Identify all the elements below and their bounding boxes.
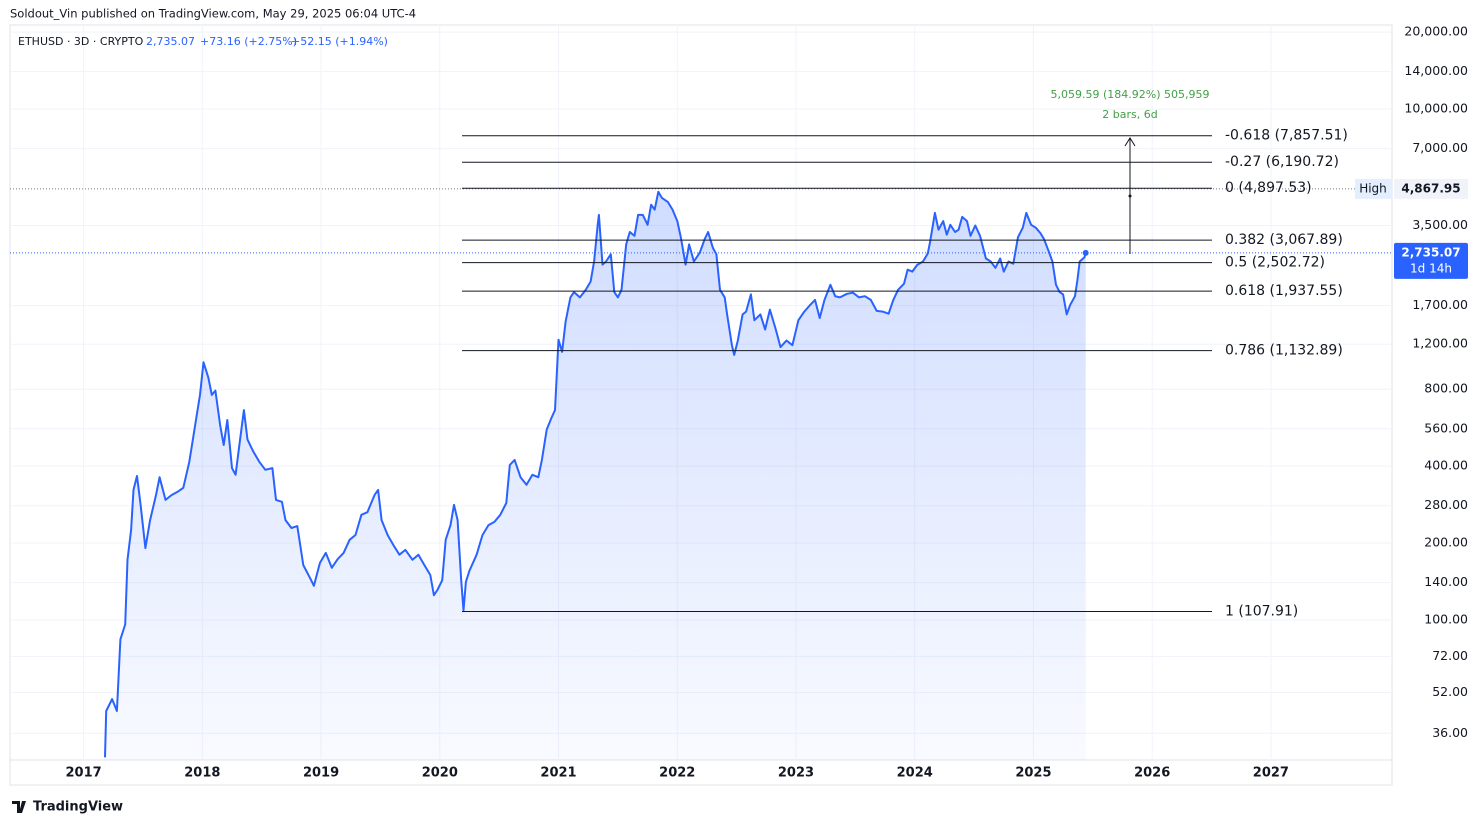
x-tick-label: 2023: [778, 766, 814, 781]
y-tick-label: 3,500.00: [1412, 217, 1468, 232]
x-tick-label: 2020: [422, 766, 458, 781]
measure-dot: [1128, 194, 1132, 198]
logo: [12, 801, 26, 813]
change: +73.16 (+2.75%): [200, 35, 297, 48]
y-tick-label: 200.00: [1424, 535, 1468, 550]
publisher: Soldout_Vin published on TradingView.com…: [10, 7, 416, 21]
x-tick-label: 2018: [184, 766, 220, 781]
price-line: [104, 190, 1087, 758]
y-tick-label: 52.00: [1432, 684, 1468, 699]
x-tick-label: 2021: [540, 766, 576, 781]
x-tick-label: 2019: [303, 766, 339, 781]
brand: TradingView: [33, 800, 123, 815]
high-tag: High: [1359, 181, 1387, 195]
x-tick-label: 2022: [659, 766, 695, 781]
area: [105, 191, 1086, 760]
y-tick-label: 400.00: [1424, 458, 1468, 473]
x-tick-label: 2024: [897, 766, 933, 781]
high-value-bg: [1394, 178, 1468, 199]
fib-label: 0.618 (1,937.55): [1225, 283, 1343, 299]
price: 2,735.07: [146, 35, 195, 48]
fib-label: 0.382 (3,067.89): [1225, 232, 1343, 248]
fib-label: -0.27 (6,190.72): [1225, 154, 1339, 170]
x-tick-label: 2025: [1015, 766, 1051, 781]
plot: [10, 188, 1392, 760]
y-tick-label: 280.00: [1424, 497, 1468, 512]
y-tick-label: 20,000.00: [1404, 24, 1468, 39]
x-tick-label: 2027: [1253, 766, 1289, 781]
high-tag-bg: [1355, 178, 1392, 199]
fib-label: 1 (107.91): [1225, 603, 1298, 619]
change2: +52.15 (+1.94%): [291, 35, 388, 48]
y-tick-label: 560.00: [1424, 420, 1468, 435]
pane-border: [9, 24, 1393, 786]
y-tick-label: 1,200.00: [1412, 336, 1468, 351]
measure-text: 5,059.59 (184.92%) 505,959: [1051, 88, 1210, 101]
last-dot: [1082, 249, 1089, 256]
measure-text2: 2 bars, 6d: [1102, 108, 1157, 121]
countdown: 1d 14h: [1410, 261, 1452, 275]
x-tick-label: 2026: [1134, 766, 1170, 781]
axes: 36.00 52.00 72.00 100.00 140.00 200.00 280.00 4…: [66, 24, 1469, 781]
y-tick-label: 100.00: [1424, 611, 1468, 626]
y-tick-label: 72.00: [1432, 648, 1468, 663]
y-tick-label: 14,000.00: [1404, 63, 1468, 78]
symbol: ETHUSD · 3D · CRYPTO: [18, 35, 144, 48]
fib-label: 0.786 (1,132.89): [1225, 343, 1343, 359]
fib-label: 0 (4,897.53): [1225, 180, 1312, 196]
x-tick-label: 2017: [66, 766, 102, 781]
y-tick-label: 36.00: [1432, 725, 1468, 740]
last-tag-bg: [1394, 242, 1468, 279]
fib-label: -0.618 (7,857.51): [1225, 128, 1348, 144]
y-tick-label: 7,000.00: [1412, 140, 1468, 155]
last-tag: 2,735.07: [1401, 245, 1460, 259]
high-value: 4,867.95: [1401, 181, 1460, 195]
y-tick-label: 140.00: [1424, 574, 1468, 589]
y-tick-label: 800.00: [1424, 381, 1468, 396]
fib-label: 0.5 (2,502.72): [1225, 255, 1325, 271]
y-tick-label: 10,000.00: [1404, 100, 1468, 115]
y-tick-label: 1,700.00: [1412, 297, 1468, 312]
arrow-head: [1124, 137, 1136, 147]
